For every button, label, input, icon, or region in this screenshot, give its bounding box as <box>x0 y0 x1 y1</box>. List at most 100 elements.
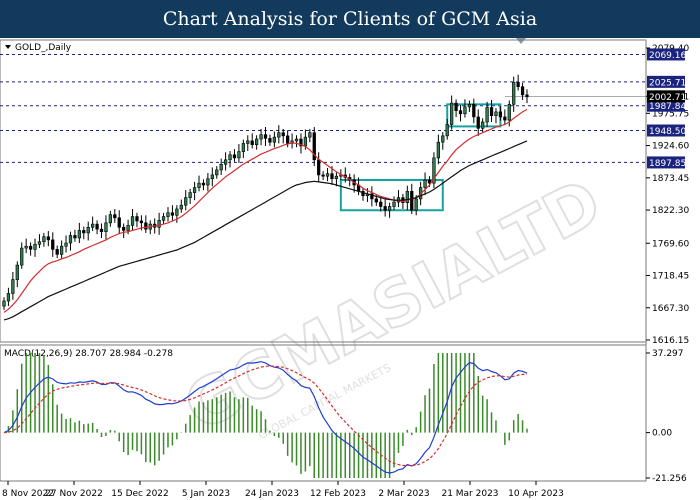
candle-body <box>268 138 272 143</box>
price-tick-label: 1718.45 <box>652 272 689 282</box>
candle-body <box>405 191 409 203</box>
candle <box>197 175 201 192</box>
candle-body <box>507 104 511 121</box>
candle-body <box>28 245 33 250</box>
candle-body <box>423 179 427 188</box>
candle-body <box>445 124 449 137</box>
candle <box>250 133 254 149</box>
candle <box>387 202 392 218</box>
candle-body <box>86 226 90 234</box>
candle-body <box>387 206 392 211</box>
candle-body <box>161 216 166 221</box>
candle <box>223 152 228 171</box>
candle-body <box>299 138 303 147</box>
candle <box>11 272 15 300</box>
candle <box>272 131 276 148</box>
candle-body <box>250 140 254 145</box>
candle <box>161 212 166 225</box>
candle <box>206 173 210 192</box>
candle-body <box>6 293 11 302</box>
candle <box>268 134 272 146</box>
candle <box>396 190 401 208</box>
candle <box>170 205 175 222</box>
candle <box>441 132 445 150</box>
candle <box>476 109 480 136</box>
candle <box>299 133 303 154</box>
ma-fast-line <box>3 108 528 313</box>
time-tick-label: 2 Mar 2023 <box>378 489 429 499</box>
candle <box>494 108 498 124</box>
price-tick-label: 1769.60 <box>652 239 689 249</box>
candle <box>414 195 418 216</box>
candle-body <box>414 198 418 211</box>
candle <box>20 242 24 269</box>
ma-slow-line <box>3 140 528 321</box>
candle <box>317 152 321 183</box>
candle-body <box>383 206 387 211</box>
macd-tick-label: -21.256 <box>652 474 687 484</box>
candle-body <box>379 201 383 207</box>
candle <box>312 127 316 167</box>
candle <box>73 229 77 242</box>
candle-body <box>201 182 206 186</box>
candle-body <box>255 138 259 145</box>
candle-body <box>206 178 210 186</box>
candle-body <box>237 151 241 159</box>
candle-body <box>516 81 520 88</box>
candle-body <box>77 230 81 239</box>
time-tick-label: 21 Mar 2023 <box>441 489 498 499</box>
candle-body <box>277 132 281 138</box>
candle-body <box>458 110 463 115</box>
candle-body <box>228 154 232 161</box>
candle-body <box>37 241 42 245</box>
candle <box>175 205 179 223</box>
candle <box>498 106 503 121</box>
candle-body <box>503 116 507 121</box>
candle-body <box>104 222 108 232</box>
candle-body <box>184 197 188 206</box>
candle-body <box>33 243 37 250</box>
candle-body <box>170 212 175 216</box>
candle <box>210 167 214 187</box>
level-label-bg <box>647 156 685 169</box>
collapse-icon[interactable] <box>5 45 11 49</box>
candle-body <box>485 107 489 123</box>
candle-body <box>436 141 440 159</box>
candle-body <box>223 159 228 165</box>
candle-body <box>210 174 214 180</box>
candle-body <box>122 226 126 231</box>
candle <box>2 297 6 310</box>
candle <box>232 149 237 162</box>
candle <box>215 166 219 179</box>
candle <box>472 98 476 124</box>
candle <box>166 207 170 222</box>
candle-body <box>95 223 99 230</box>
candle <box>436 134 440 165</box>
candle <box>64 235 68 253</box>
candle <box>91 216 95 232</box>
candle <box>503 109 507 126</box>
candle <box>481 118 485 133</box>
candle-body <box>321 174 325 177</box>
candle <box>188 188 192 204</box>
time-tick-label: 8 Nov 2022 <box>2 489 54 499</box>
candle-body <box>157 220 161 228</box>
candle-body <box>441 135 445 143</box>
time-tick-label: 24 Jan 2023 <box>245 489 299 499</box>
candle-body <box>42 236 46 243</box>
candle <box>241 139 245 158</box>
candle <box>46 231 50 247</box>
candle-body <box>512 81 516 105</box>
candle-body <box>215 169 219 176</box>
candle <box>99 223 104 238</box>
candle-body <box>463 106 467 115</box>
candle <box>55 245 59 259</box>
candle <box>28 242 33 256</box>
candle <box>525 89 529 104</box>
candle <box>259 128 263 146</box>
candle-body <box>325 173 330 177</box>
candle <box>458 104 463 122</box>
candle-body <box>166 212 170 217</box>
candle-body <box>489 107 494 116</box>
